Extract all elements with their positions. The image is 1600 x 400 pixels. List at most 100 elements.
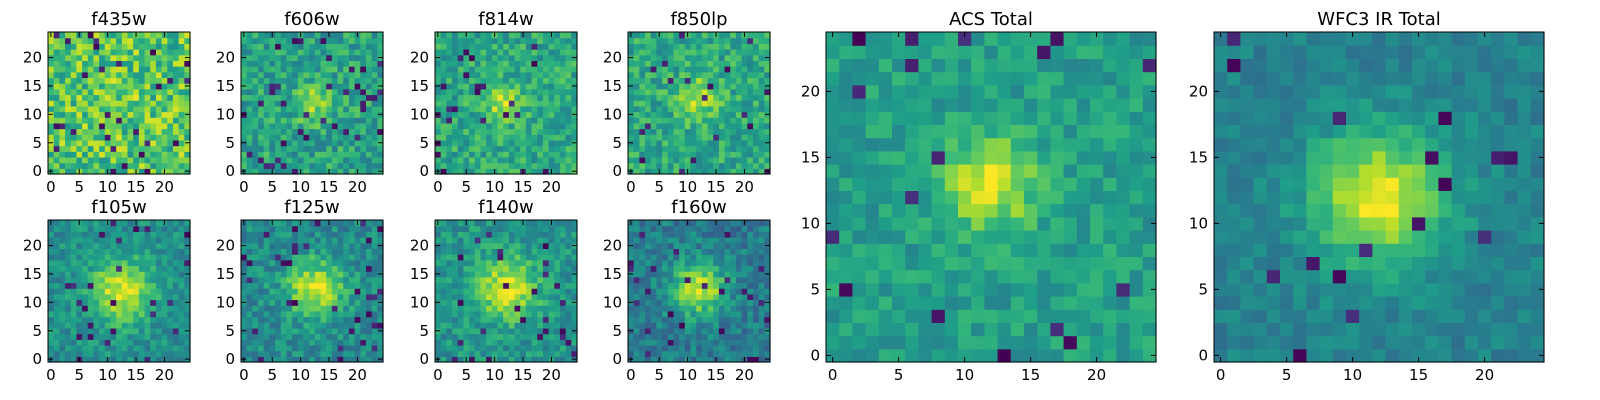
- heatmap-cell: [463, 282, 470, 289]
- heatmap-cell: [474, 60, 482, 67]
- heatmap-cell: [343, 77, 350, 84]
- heatmap-cell: [303, 54, 310, 61]
- heatmap-cell: [314, 254, 322, 261]
- heatmap-cell: [457, 316, 464, 323]
- heatmap-cell: [633, 344, 640, 352]
- heatmap-cell: [343, 128, 350, 135]
- heatmap-cell: [297, 242, 305, 249]
- heatmap-cell: [263, 111, 270, 118]
- heatmap-cell: [348, 54, 356, 61]
- heatmap-cell: [87, 248, 95, 255]
- heatmap-cell: [628, 100, 635, 107]
- heatmap-cell: [650, 156, 657, 164]
- heatmap-cell: [99, 344, 106, 352]
- heatmap-cell: [252, 276, 259, 284]
- heatmap-cell: [144, 128, 151, 135]
- heatmap-cell: [309, 100, 316, 107]
- heatmap-cell: [167, 242, 174, 249]
- heatmap-cell: [104, 327, 112, 335]
- heatmap-cell: [93, 94, 100, 101]
- heatmap-cell: [65, 60, 72, 67]
- heatmap-cell: [303, 350, 310, 357]
- heatmap-cell: [144, 122, 151, 130]
- heatmap-cell: [326, 162, 333, 169]
- heatmap-cell: [474, 305, 482, 312]
- heatmap-cell: [87, 225, 95, 232]
- heatmap-cell: [178, 111, 185, 118]
- heatmap-cell: [127, 83, 134, 90]
- heatmap-cell: [343, 339, 350, 346]
- heatmap-cell: [246, 139, 253, 147]
- heatmap-cell: [474, 271, 482, 278]
- heatmap-cell: [110, 168, 117, 175]
- heatmap-cell: [82, 66, 89, 73]
- heatmap-cell: [537, 327, 544, 335]
- heatmap-cell: [480, 327, 487, 335]
- heatmap-cell: [286, 66, 293, 73]
- heatmap-cell: [457, 276, 464, 284]
- heatmap-cell: [639, 162, 646, 169]
- heatmap-cell: [497, 299, 504, 306]
- heatmap-cell: [59, 248, 66, 255]
- heatmap-cell: [480, 71, 487, 79]
- heatmap-cell: [764, 49, 771, 56]
- heatmap-cell: [707, 145, 714, 152]
- heatmap-cell: [446, 156, 453, 164]
- heatmap-cell: [360, 293, 367, 301]
- heatmap-cell: [486, 49, 493, 56]
- heatmap-cell: [565, 322, 572, 329]
- heatmap-cell: [735, 333, 743, 340]
- heatmap-cell: [752, 71, 760, 79]
- y-tick-label: 20: [410, 237, 429, 255]
- heatmap-cell: [741, 83, 748, 90]
- heatmap-cell: [440, 168, 447, 175]
- heatmap-cell: [161, 293, 168, 301]
- heatmap-cell: [116, 49, 123, 56]
- heatmap-cell: [82, 288, 89, 295]
- heatmap-cell: [696, 350, 703, 357]
- heatmap-cell: [326, 94, 333, 101]
- heatmap-cell: [360, 310, 367, 318]
- heatmap-cell: [150, 134, 157, 141]
- heatmap-cell: [53, 282, 60, 289]
- heatmap-cell: [713, 350, 720, 357]
- heatmap-cell: [280, 299, 288, 306]
- heatmap-cell: [701, 77, 709, 84]
- heatmap-cell: [645, 156, 652, 164]
- heatmap-cell: [138, 117, 146, 124]
- heatmap-cell: [701, 293, 709, 301]
- heatmap-cell: [752, 43, 760, 50]
- heatmap-cell: [133, 293, 140, 301]
- heatmap-cell: [565, 151, 572, 158]
- heatmap-cell: [503, 88, 510, 96]
- heatmap-cell: [371, 83, 378, 90]
- heatmap-cell: [559, 316, 567, 323]
- heatmap-cell: [48, 305, 55, 312]
- heatmap-cell: [758, 310, 765, 318]
- heatmap-cell: [440, 88, 447, 96]
- heatmap-cell: [258, 151, 265, 158]
- heatmap-cell: [331, 37, 339, 44]
- heatmap-cell: [297, 111, 305, 118]
- heatmap-cell: [633, 333, 640, 340]
- heatmap-cell: [292, 156, 299, 164]
- heatmap-cell: [331, 339, 339, 346]
- heatmap-cell: [133, 49, 140, 56]
- heatmap-cell: [548, 71, 555, 79]
- heatmap-cell: [184, 37, 191, 44]
- heatmap-cell: [486, 248, 493, 255]
- heatmap-cell: [764, 128, 771, 135]
- heatmap-cell: [331, 139, 339, 147]
- heatmap-cell: [365, 327, 373, 335]
- heatmap-cell: [741, 305, 748, 312]
- heatmap-cell: [377, 60, 384, 67]
- heatmap-cell: [639, 310, 646, 318]
- heatmap-cell: [571, 305, 578, 312]
- heatmap-cell: [650, 145, 657, 152]
- heatmap-cell: [491, 49, 499, 56]
- heatmap-cell: [155, 54, 163, 61]
- heatmap-cell: [457, 248, 464, 255]
- heatmap-cell: [258, 54, 265, 61]
- heatmap-cell: [292, 293, 299, 301]
- heatmap-cell: [167, 168, 174, 175]
